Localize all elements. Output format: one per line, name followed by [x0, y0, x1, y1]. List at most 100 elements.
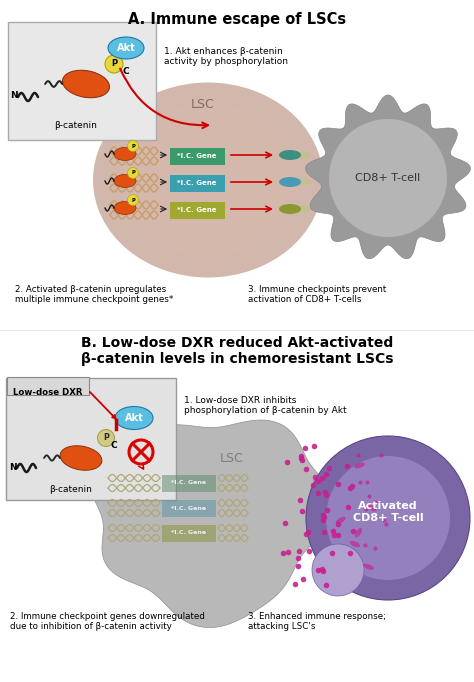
Point: [297, 452, 305, 463]
FancyBboxPatch shape: [7, 377, 89, 395]
Circle shape: [128, 140, 138, 151]
Point: [381, 515, 388, 526]
Circle shape: [128, 168, 138, 179]
Point: [334, 479, 342, 490]
Point: [328, 547, 336, 558]
Point: [361, 539, 369, 550]
Circle shape: [98, 430, 115, 447]
Point: [296, 494, 304, 505]
Text: β-catenin: β-catenin: [50, 486, 92, 494]
Text: B. Low-dose DXR reduced Akt-activated
β-catenin levels in chemoresistant LSCs: B. Low-dose DXR reduced Akt-activated β-…: [81, 336, 393, 366]
Point: [334, 530, 341, 541]
Circle shape: [105, 55, 123, 73]
Text: 2. Activated β-catenin upregulates
multiple immune checkpoint genes*: 2. Activated β-catenin upregulates multi…: [15, 285, 173, 304]
Point: [302, 464, 310, 475]
Text: 3. Immune checkpoints prevent
activation of CD8+ T-cells: 3. Immune checkpoints prevent activation…: [248, 285, 386, 304]
Point: [298, 455, 305, 466]
Point: [319, 514, 327, 525]
Ellipse shape: [114, 175, 136, 188]
Ellipse shape: [63, 70, 109, 98]
Text: P: P: [131, 170, 135, 175]
Text: *I.C. Gene: *I.C. Gene: [177, 153, 217, 159]
Point: [297, 451, 305, 462]
Point: [294, 561, 301, 572]
Point: [329, 526, 337, 537]
Ellipse shape: [115, 406, 153, 430]
Point: [311, 471, 319, 482]
Point: [372, 496, 379, 507]
Text: A. Immune escape of LSCs: A. Immune escape of LSCs: [128, 12, 346, 27]
Ellipse shape: [298, 205, 310, 213]
Text: 3. Enhanced immune response;
attacking LSC's: 3. Enhanced immune response; attacking L…: [248, 612, 386, 632]
Point: [382, 519, 390, 530]
Ellipse shape: [329, 119, 447, 237]
Point: [295, 546, 303, 557]
FancyBboxPatch shape: [8, 22, 156, 140]
Point: [335, 519, 342, 530]
Point: [322, 579, 330, 590]
Point: [348, 481, 356, 492]
Ellipse shape: [114, 201, 136, 215]
Point: [306, 546, 313, 557]
Point: [362, 501, 369, 512]
Ellipse shape: [279, 150, 301, 160]
Text: *I.C. Gene: *I.C. Gene: [177, 180, 217, 186]
Point: [371, 543, 379, 554]
Point: [377, 450, 384, 461]
Text: LSC: LSC: [220, 451, 244, 464]
Circle shape: [312, 544, 364, 596]
FancyBboxPatch shape: [170, 202, 225, 219]
FancyBboxPatch shape: [162, 500, 216, 517]
Text: Akt: Akt: [117, 43, 136, 53]
Point: [279, 548, 287, 559]
Point: [319, 473, 326, 484]
Ellipse shape: [279, 177, 301, 187]
Text: *I.C. Gene: *I.C. Gene: [177, 207, 217, 213]
Text: 2. Immune checkpoint genes downregulated
due to inhibition of β-catenin activity: 2. Immune checkpoint genes downregulated…: [10, 612, 205, 632]
Point: [319, 509, 327, 520]
Point: [365, 491, 373, 502]
Ellipse shape: [364, 564, 374, 570]
FancyBboxPatch shape: [162, 525, 216, 542]
Point: [343, 461, 351, 472]
Circle shape: [306, 436, 470, 600]
FancyBboxPatch shape: [170, 175, 225, 192]
Ellipse shape: [279, 204, 301, 214]
Point: [299, 505, 306, 516]
Point: [322, 469, 330, 479]
Point: [363, 503, 370, 514]
Point: [285, 546, 292, 557]
Point: [346, 482, 354, 493]
Point: [283, 456, 291, 467]
Point: [345, 501, 352, 512]
Ellipse shape: [108, 37, 144, 59]
Ellipse shape: [60, 446, 102, 471]
Text: N: N: [10, 91, 18, 100]
Point: [349, 525, 357, 536]
Text: Activated
CD8+ T-cell: Activated CD8+ T-cell: [353, 501, 423, 523]
Text: N: N: [9, 464, 17, 473]
Ellipse shape: [336, 517, 346, 524]
Point: [346, 548, 354, 559]
FancyBboxPatch shape: [170, 148, 225, 165]
Point: [325, 462, 333, 473]
Point: [355, 449, 362, 460]
Point: [291, 579, 298, 590]
Point: [315, 475, 322, 486]
Circle shape: [326, 456, 450, 580]
Ellipse shape: [126, 102, 291, 258]
Text: β-catenin: β-catenin: [55, 121, 98, 130]
Text: C: C: [111, 441, 117, 451]
Text: Low-dose DXR: Low-dose DXR: [13, 388, 83, 397]
Ellipse shape: [93, 83, 323, 278]
FancyBboxPatch shape: [162, 475, 216, 492]
Point: [318, 563, 325, 574]
Ellipse shape: [350, 541, 360, 547]
Text: C: C: [123, 68, 129, 76]
Text: 1. Low-dose DXR inhibits
phosphorylation of β-catenin by Akt: 1. Low-dose DXR inhibits phosphorylation…: [184, 396, 346, 415]
Point: [295, 553, 302, 564]
Text: Akt: Akt: [125, 413, 143, 423]
Point: [319, 565, 327, 576]
Text: *I.C. Gene: *I.C. Gene: [172, 531, 207, 535]
Text: LSC: LSC: [191, 98, 215, 111]
